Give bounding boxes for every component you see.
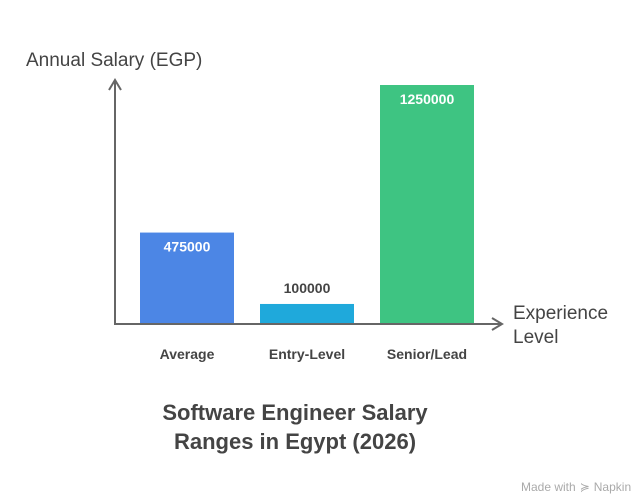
bar-entry-level (260, 303, 354, 323)
chart-title-line: Software Engineer Salary (162, 400, 428, 425)
bar-average (140, 232, 234, 323)
watermark: Made with ≽ Napkin (521, 480, 635, 494)
watermark-text: Made with (521, 480, 576, 494)
napkin-logo-icon: ≽ (579, 480, 590, 494)
x-tick-label: Entry-Level (269, 346, 345, 362)
x-axis-arrow (491, 317, 504, 331)
y-axis-arrow (108, 78, 122, 91)
x-axis-label: Experience Level (513, 302, 633, 350)
chart-title: Software Engineer Salary Ranges in Egypt… (0, 398, 590, 456)
x-axis-label-line: Experience (513, 303, 609, 324)
data-label: 1250000 (400, 91, 455, 107)
bar-senior-lead (380, 85, 474, 323)
y-axis-label: Annual Salary (EGP) (26, 50, 203, 71)
x-tick-label: Senior/Lead (387, 346, 467, 362)
watermark-brand: Napkin (593, 480, 632, 494)
data-label: 100000 (284, 280, 331, 296)
chart-title-line: Ranges in Egypt (2026) (173, 429, 417, 454)
x-tick-label: Average (160, 346, 215, 362)
data-label: 475000 (164, 239, 211, 255)
x-axis-label-line: Level (513, 327, 559, 348)
